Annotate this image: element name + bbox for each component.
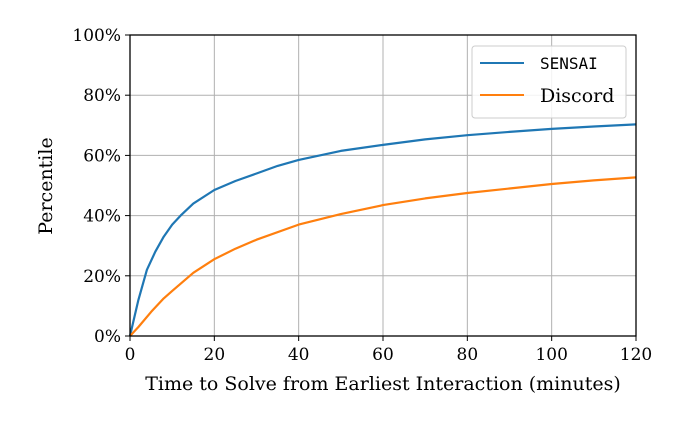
x-tick-label: 100: [535, 345, 567, 365]
x-tick-label: 120: [620, 345, 652, 365]
y-axis-label: Percentile: [35, 137, 57, 234]
y-tick-label: 20%: [83, 267, 121, 287]
series-line-discord: [129, 176, 637, 337]
x-tick-label: 20: [204, 345, 226, 365]
x-axis-label: Time to Solve from Earliest Interaction …: [145, 373, 621, 395]
series-lines: [128, 123, 637, 337]
legend-label-discord: Discord: [540, 85, 614, 107]
legend: SENSAI Discord: [471, 45, 627, 119]
legend-label-sensai: SENSAI: [540, 54, 598, 73]
y-tick-label: 0%: [94, 327, 121, 347]
y-tick-label: 100%: [72, 26, 121, 46]
ticks: 0 20 40 60 80 100 120 0% 20% 40% 60% 80% 100%: [72, 26, 652, 365]
x-tick-label: 60: [372, 345, 394, 365]
x-tick-label: 80: [457, 345, 479, 365]
y-tick-label: 40%: [83, 207, 121, 227]
y-tick-label: 80%: [83, 86, 121, 106]
series-line-sensai: [128, 123, 637, 337]
x-tick-label: 0: [125, 345, 136, 365]
y-tick-label: 60%: [83, 146, 121, 166]
x-tick-label: 40: [288, 345, 310, 365]
